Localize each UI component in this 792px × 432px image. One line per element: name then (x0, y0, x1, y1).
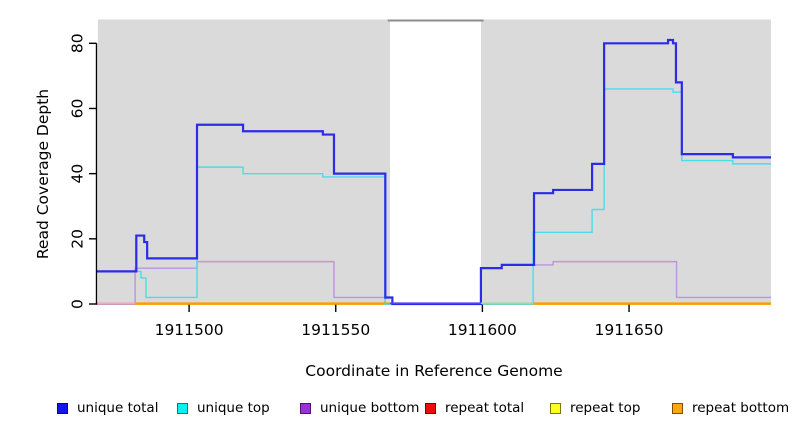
legend-item-unique-top: unique top (177, 398, 270, 418)
x-tick-label: 1911650 (595, 321, 664, 339)
legend-swatch-icon (550, 402, 561, 414)
series-line-unique-total (97, 38, 771, 306)
x-tick-label: 1911600 (448, 321, 517, 339)
legend-swatch-icon (57, 402, 68, 414)
y-tick-label: 20 (69, 229, 87, 249)
y-tick-label: 80 (69, 33, 87, 53)
legend-item-repeat-bottom: repeat bottom (672, 398, 789, 418)
x-tick-label: 1911550 (301, 321, 370, 339)
legend-swatch-icon (425, 402, 436, 414)
legend-item-repeat-top: repeat top (550, 398, 640, 418)
x-tick-label: 1911500 (155, 321, 224, 339)
legend: unique total unique top unique bottom repea… (0, 398, 792, 420)
legend-swatch-icon (177, 402, 188, 414)
y-axis-title: Read Coverage Depth (34, 88, 52, 260)
legend-item-repeat-total: repeat total (425, 398, 524, 418)
legend-item-unique-bottom: unique bottom (300, 398, 419, 418)
y-tick-label: 60 (69, 99, 87, 119)
legend-label: unique top (197, 400, 270, 416)
legend-label: repeat total (445, 400, 525, 416)
legend-item-unique-total: unique total (57, 398, 158, 418)
legend-swatch-icon (300, 402, 311, 414)
y-tick-label: 40 (69, 164, 87, 184)
legend-label: unique total (77, 400, 159, 416)
shaded-region (480, 19, 771, 304)
legend-label: repeat bottom (692, 400, 790, 416)
y-tick-label: 0 (69, 299, 87, 309)
legend-swatch-icon (672, 402, 683, 414)
legend-label: unique bottom (320, 400, 420, 416)
legend-label: repeat top (570, 400, 641, 416)
x-axis-title: Coordinate in Reference Genome (305, 362, 563, 380)
